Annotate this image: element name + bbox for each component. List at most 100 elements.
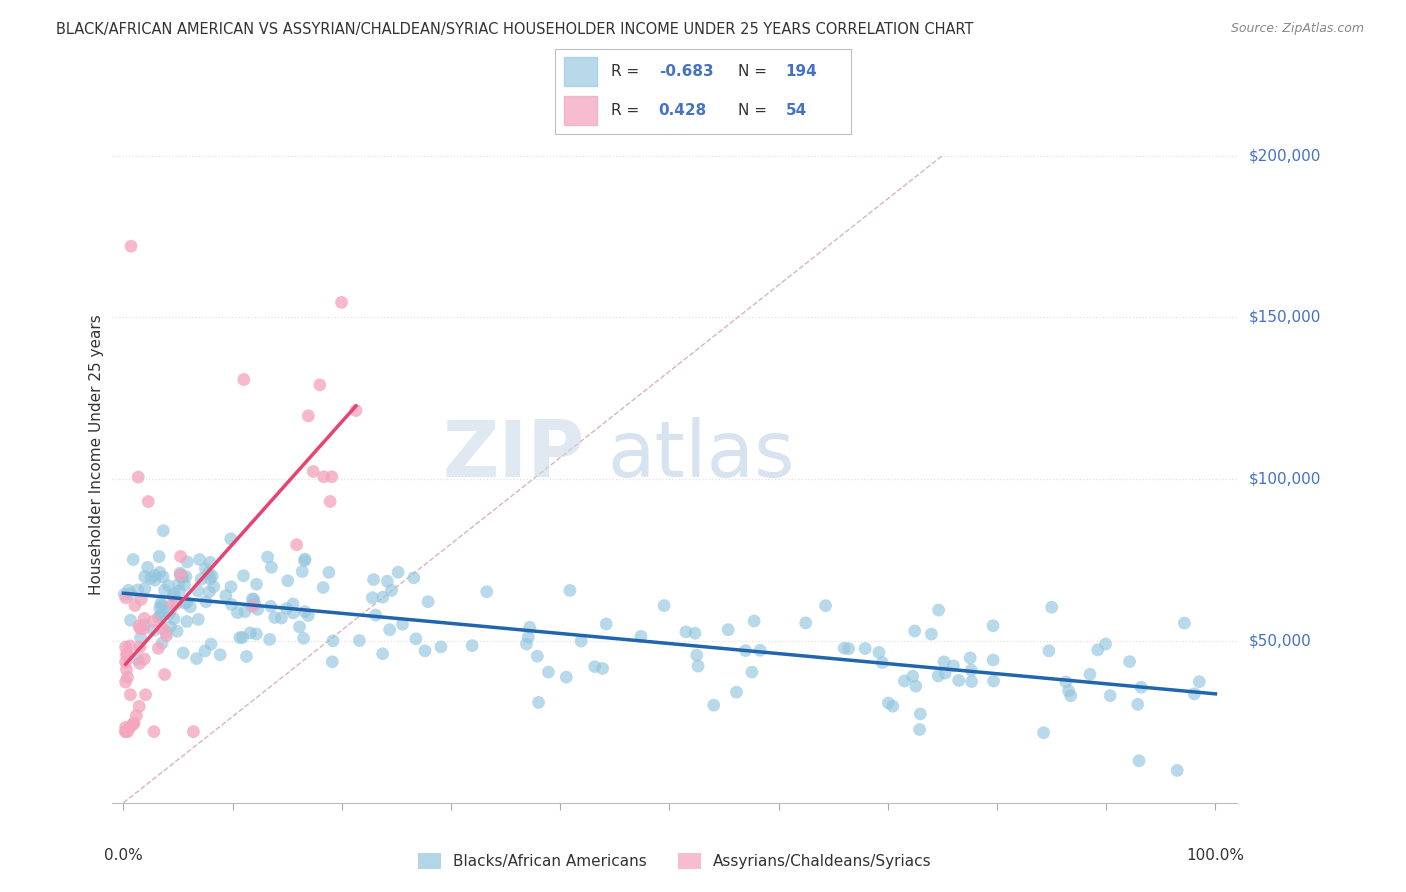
Blacks/African Americans [235, 649, 257, 664]
Blacks/African Americans [221, 598, 243, 612]
Blacks/African Americans [703, 698, 725, 713]
Assyrians/Chaldeans/Syriacs [169, 567, 191, 582]
Text: R =: R = [612, 63, 644, 78]
Assyrians/Chaldeans/Syriacs [132, 622, 155, 636]
Blacks/African Americans [292, 632, 315, 646]
Blacks/African Americans [749, 643, 772, 657]
Blacks/African Americans [375, 574, 398, 589]
Blacks/African Americans [1032, 725, 1054, 739]
Blacks/African Americans [159, 604, 181, 618]
Blacks/African Americans [256, 549, 278, 564]
Blacks/African Americans [1094, 637, 1116, 651]
Blacks/African Americans [155, 625, 177, 640]
Blacks/African Americans [188, 552, 211, 566]
Blacks/African Americans [150, 636, 173, 650]
Blacks/African Americans [515, 637, 537, 651]
Blacks/African Americans [592, 661, 614, 675]
Blacks/African Americans [170, 570, 193, 584]
Blacks/African Americans [794, 615, 817, 630]
Blacks/African Americans [288, 620, 311, 634]
Assyrians/Chaldeans/Syriacs [121, 718, 143, 732]
Blacks/African Americans [904, 624, 927, 638]
Blacks/African Americans [143, 573, 166, 587]
Blacks/African Americans [163, 612, 186, 626]
Blacks/African Americans [167, 577, 190, 591]
Blacks/African Americans [1126, 698, 1149, 712]
Blacks/African Americans [172, 646, 194, 660]
Blacks/African Americans [904, 679, 927, 693]
Blacks/African Americans [149, 566, 172, 580]
Blacks/African Americans [868, 645, 890, 659]
Blacks/African Americans [112, 587, 135, 601]
Text: 100.0%: 100.0% [1187, 848, 1244, 863]
Assyrians/Chaldeans/Syriacs [115, 646, 138, 660]
Blacks/African Americans [219, 580, 242, 594]
Text: N =: N = [738, 103, 772, 118]
Blacks/African Americans [174, 569, 197, 583]
Assyrians/Chaldeans/Syriacs [120, 688, 142, 702]
Blacks/African Americans [526, 649, 548, 664]
Text: Source: ZipAtlas.com: Source: ZipAtlas.com [1230, 22, 1364, 36]
Assyrians/Chaldeans/Syriacs [117, 724, 139, 739]
Blacks/African Americans [893, 673, 915, 688]
Blacks/African Americans [537, 665, 560, 679]
Assyrians/Chaldeans/Syriacs [118, 720, 141, 734]
Blacks/African Americans [1188, 674, 1211, 689]
Blacks/African Americans [814, 599, 837, 613]
Blacks/African Americans [201, 569, 224, 583]
Assyrians/Chaldeans/Syriacs [114, 655, 136, 669]
Text: 0.428: 0.428 [658, 103, 707, 118]
Blacks/African Americans [232, 568, 254, 582]
Text: 0.0%: 0.0% [104, 848, 143, 863]
Blacks/African Americans [246, 602, 269, 616]
Assyrians/Chaldeans/Syriacs [148, 641, 170, 656]
Blacks/African Americans [120, 587, 142, 601]
Blacks/African Americans [371, 590, 394, 604]
Blacks/African Americans [129, 631, 152, 645]
Blacks/African Americans [176, 555, 198, 569]
Blacks/African Americans [152, 524, 174, 538]
Text: $200,000: $200,000 [1249, 148, 1320, 163]
Blacks/African Americans [321, 655, 343, 669]
Blacks/African Americans [569, 634, 592, 648]
Assyrians/Chaldeans/Syriacs [312, 470, 335, 484]
Blacks/African Americans [983, 674, 1005, 689]
Blacks/African Americans [209, 648, 232, 662]
Assyrians/Chaldeans/Syriacs [122, 716, 145, 731]
Blacks/African Americans [413, 644, 436, 658]
Blacks/African Americans [136, 560, 159, 574]
Blacks/African Americans [583, 659, 606, 673]
Blacks/African Americans [910, 706, 932, 721]
Text: $150,000: $150,000 [1249, 310, 1320, 325]
Blacks/African Americans [686, 659, 709, 673]
Assyrians/Chaldeans/Syriacs [134, 652, 156, 666]
Blacks/African Americans [1118, 655, 1140, 669]
Assyrians/Chaldeans/Syriacs [242, 599, 264, 614]
Blacks/African Americans [932, 655, 955, 669]
Assyrians/Chaldeans/Syriacs [308, 377, 330, 392]
Blacks/African Americans [152, 570, 174, 584]
Blacks/African Americans [186, 651, 208, 665]
Blacks/African Americans [717, 623, 740, 637]
Blacks/African Americans [1087, 643, 1109, 657]
Assyrians/Chaldeans/Syriacs [153, 667, 176, 681]
Assyrians/Chaldeans/Syriacs [134, 611, 156, 625]
Blacks/African Americans [652, 599, 675, 613]
Blacks/African Americans [281, 597, 304, 611]
Blacks/African Americans [322, 633, 344, 648]
Blacks/African Americans [263, 610, 285, 624]
Assyrians/Chaldeans/Syriacs [114, 640, 136, 654]
Blacks/African Americans [229, 631, 252, 645]
Blacks/African Americans [142, 624, 165, 638]
Blacks/African Americans [1130, 680, 1153, 694]
Blacks/African Americans [165, 597, 187, 611]
Blacks/African Americans [361, 591, 384, 605]
Assyrians/Chaldeans/Syriacs [319, 494, 342, 508]
Text: BLACK/AFRICAN AMERICAN VS ASSYRIAN/CHALDEAN/SYRIAC HOUSEHOLDER INCOME UNDER 25 Y: BLACK/AFRICAN AMERICAN VS ASSYRIAN/CHALD… [56, 22, 974, 37]
Blacks/African Americans [187, 584, 209, 599]
Blacks/African Americans [430, 640, 453, 654]
Assyrians/Chaldeans/Syriacs [142, 724, 165, 739]
Blacks/African Americans [194, 644, 217, 658]
Blacks/African Americans [877, 696, 900, 710]
Blacks/African Americans [475, 584, 498, 599]
